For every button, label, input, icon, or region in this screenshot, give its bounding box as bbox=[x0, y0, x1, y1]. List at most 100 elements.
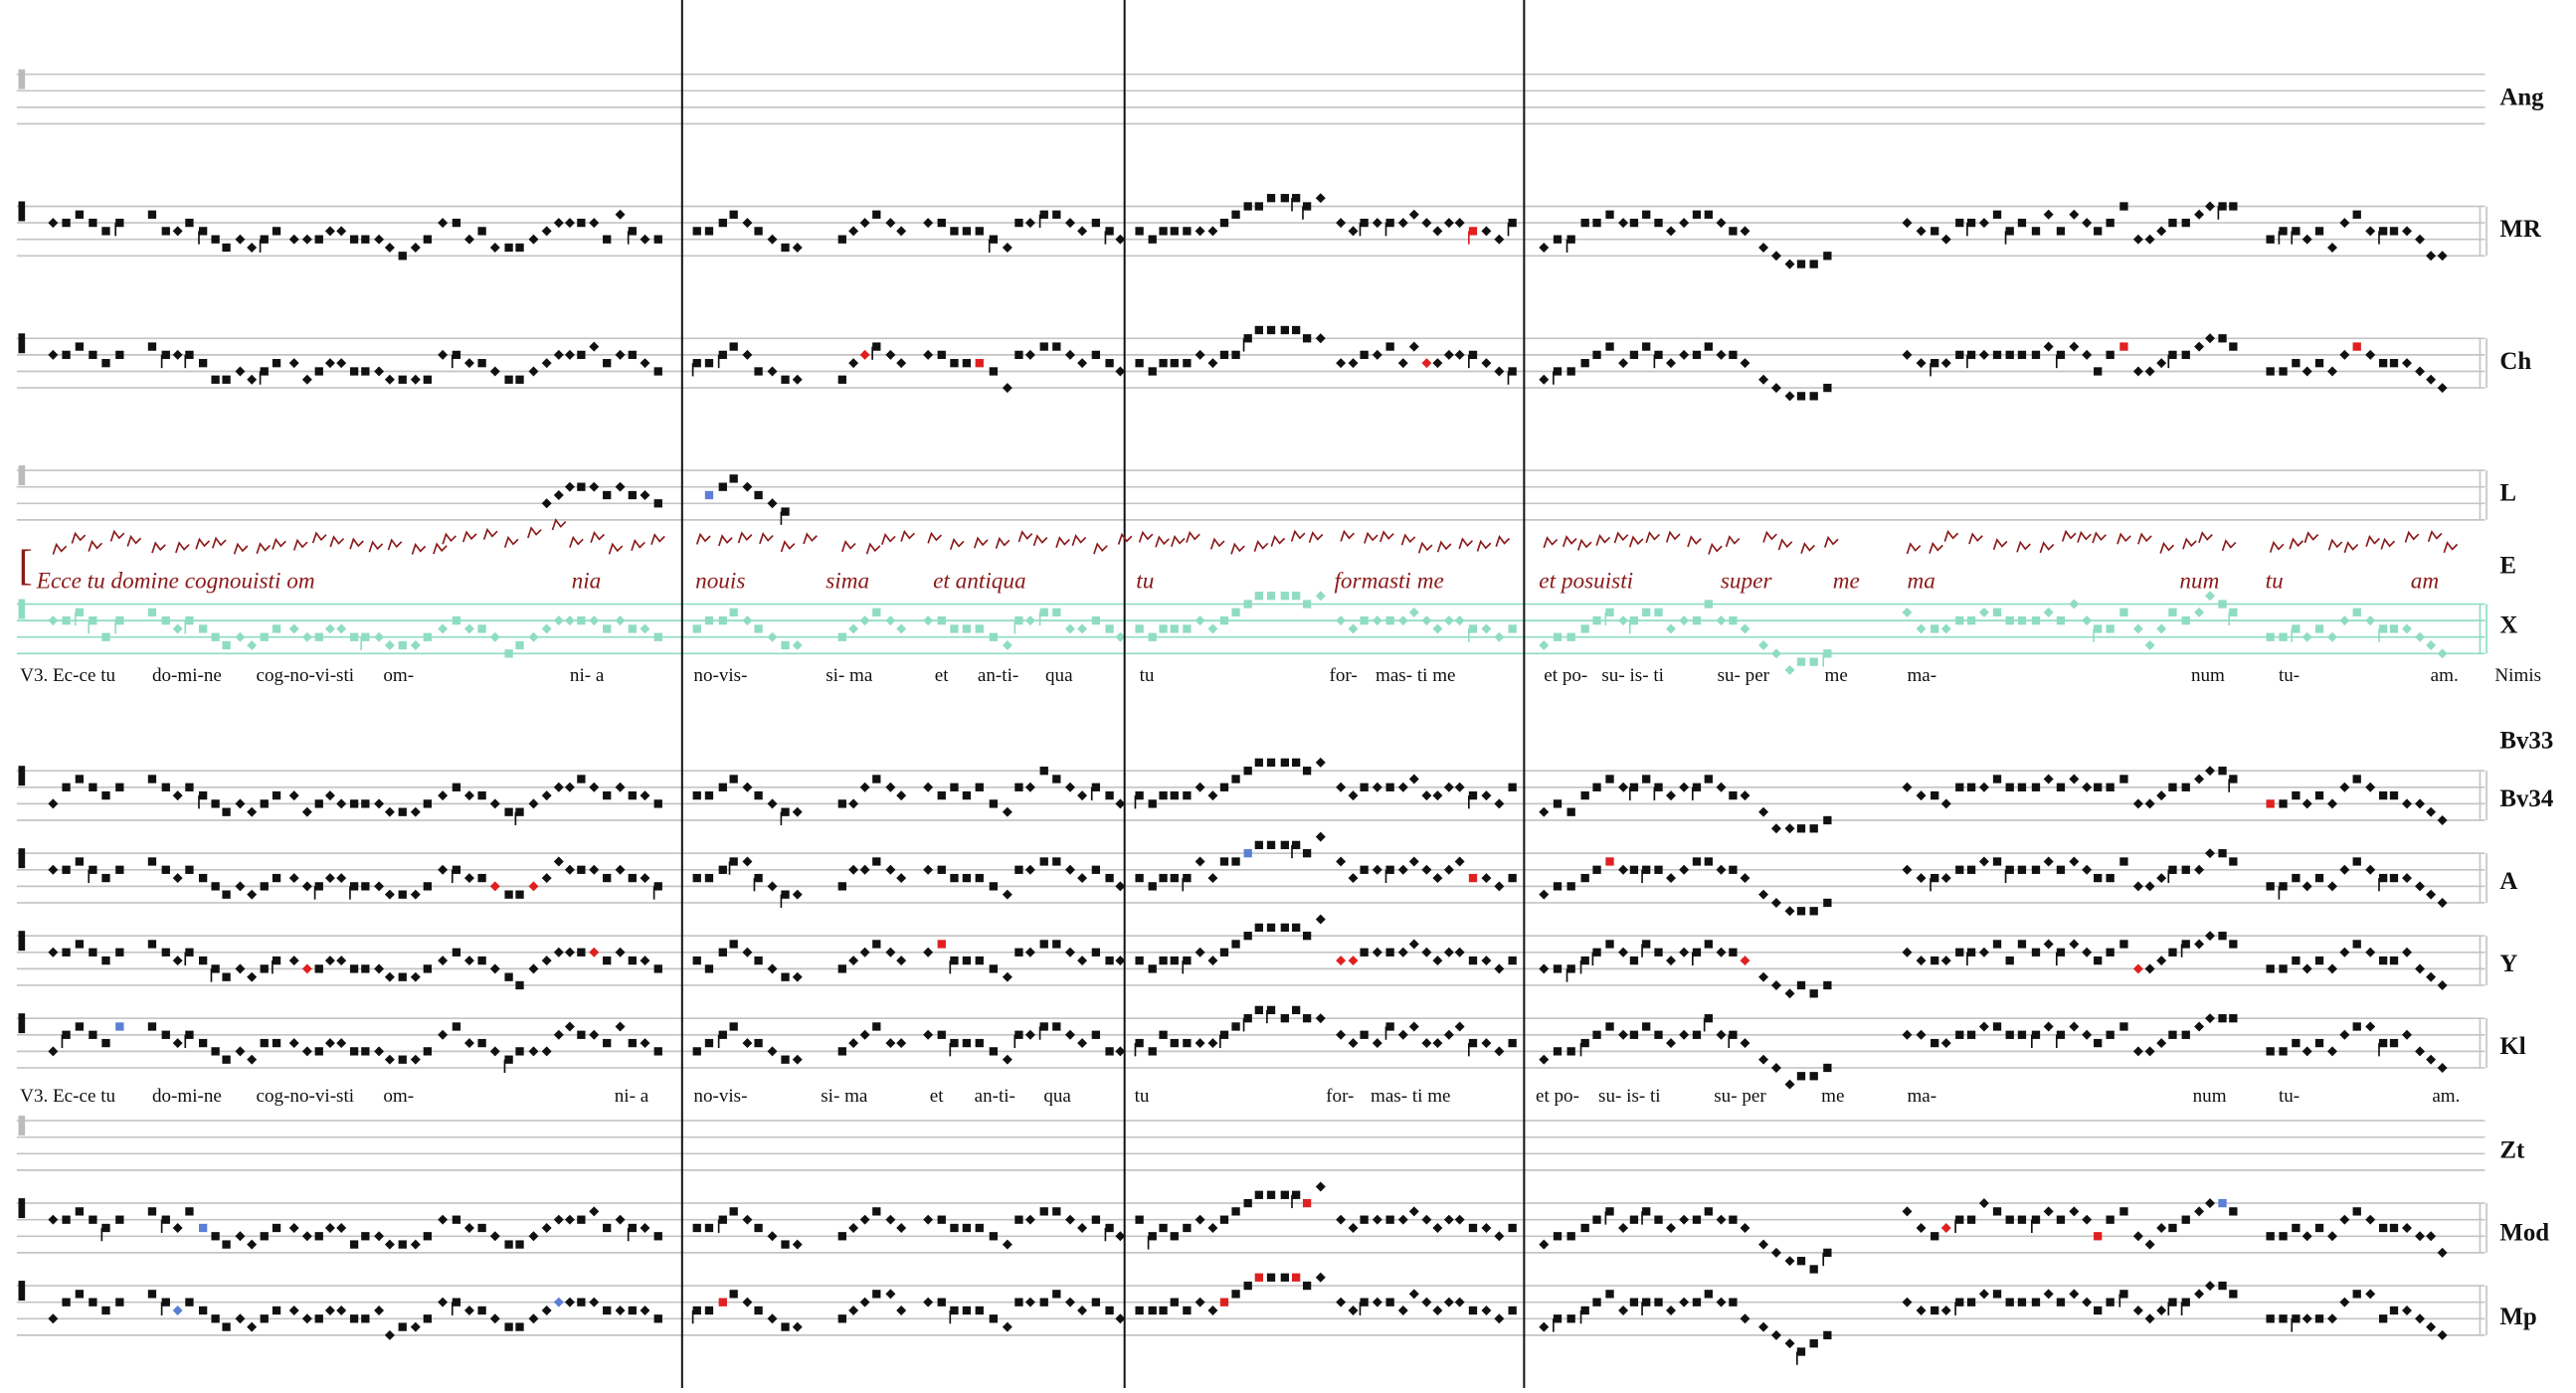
neume bbox=[235, 1313, 246, 1324]
lyric: si- ma bbox=[826, 665, 873, 686]
neume bbox=[361, 367, 370, 376]
neume bbox=[848, 864, 859, 875]
neume bbox=[1692, 1030, 1702, 1039]
neume bbox=[1481, 873, 1492, 884]
manuscript-neume bbox=[1824, 535, 1839, 548]
neume bbox=[718, 218, 727, 228]
neume bbox=[1148, 632, 1157, 641]
neume bbox=[2031, 948, 2041, 957]
neume bbox=[2043, 774, 2054, 784]
neume bbox=[1385, 615, 1394, 625]
neume bbox=[1348, 1038, 1359, 1049]
neume bbox=[950, 956, 959, 965]
neume bbox=[1566, 235, 1575, 244]
manuscript-neume bbox=[151, 541, 166, 554]
neume bbox=[781, 1240, 790, 1249]
neume bbox=[2218, 1198, 2227, 1208]
clef bbox=[18, 465, 26, 486]
neume bbox=[1207, 873, 1218, 884]
neume bbox=[962, 873, 972, 883]
neume bbox=[1002, 971, 1012, 982]
neume bbox=[1052, 775, 1061, 784]
neume bbox=[2339, 864, 2350, 875]
neume bbox=[2426, 971, 2437, 982]
neume bbox=[541, 1046, 552, 1057]
neume bbox=[438, 1297, 449, 1307]
neume bbox=[754, 1038, 763, 1048]
neume bbox=[640, 790, 650, 801]
neume bbox=[1065, 1297, 1075, 1307]
neume bbox=[349, 367, 359, 376]
neume bbox=[1758, 971, 1769, 982]
neume bbox=[1992, 1207, 2002, 1216]
neume bbox=[336, 956, 347, 966]
neume bbox=[1508, 624, 1517, 633]
neume bbox=[1159, 873, 1168, 883]
neume bbox=[989, 1047, 998, 1056]
neume bbox=[1729, 1030, 1738, 1039]
neume bbox=[962, 790, 972, 800]
neume bbox=[1481, 790, 1492, 801]
neume bbox=[837, 1232, 846, 1241]
neume bbox=[754, 1223, 763, 1233]
neume bbox=[754, 1306, 763, 1315]
neume bbox=[1770, 383, 1781, 394]
neume bbox=[1618, 782, 1629, 792]
neume bbox=[950, 873, 959, 883]
neume bbox=[896, 358, 907, 369]
neume bbox=[872, 1207, 881, 1216]
neume bbox=[1432, 1306, 1443, 1315]
neume bbox=[247, 374, 258, 385]
neume bbox=[2365, 947, 2376, 958]
neume bbox=[1692, 1298, 1702, 1306]
neume bbox=[1348, 1223, 1359, 1233]
neume bbox=[1454, 1297, 1465, 1307]
neume bbox=[577, 350, 586, 360]
neume bbox=[859, 864, 870, 875]
neume bbox=[2144, 234, 2155, 245]
neume bbox=[2437, 815, 2448, 825]
neume bbox=[1916, 358, 1927, 369]
neume bbox=[885, 864, 896, 875]
neume bbox=[1024, 349, 1035, 360]
neume bbox=[384, 243, 395, 253]
neume bbox=[272, 790, 281, 800]
neume bbox=[1159, 790, 1168, 800]
neume bbox=[2266, 367, 2275, 376]
neume bbox=[1618, 1029, 1629, 1040]
neume bbox=[2279, 964, 2288, 973]
neume bbox=[161, 350, 170, 360]
neume bbox=[2094, 367, 2103, 376]
neume bbox=[1629, 1215, 1639, 1224]
neume bbox=[577, 865, 586, 874]
neume bbox=[2437, 251, 2448, 261]
neume bbox=[2292, 359, 2300, 368]
neume bbox=[603, 1306, 612, 1315]
neume bbox=[1468, 956, 1478, 965]
neume bbox=[692, 1306, 701, 1315]
neume bbox=[438, 218, 449, 229]
neume bbox=[729, 1290, 738, 1299]
neume bbox=[2144, 881, 2155, 892]
neume bbox=[423, 1047, 432, 1056]
neume bbox=[89, 865, 97, 874]
neume bbox=[1014, 1298, 1023, 1306]
neume bbox=[247, 1321, 258, 1332]
neume bbox=[1940, 873, 1951, 884]
neume bbox=[1170, 1232, 1179, 1241]
neume bbox=[260, 799, 269, 808]
lyric: cog-no-vi-sti bbox=[257, 1086, 355, 1107]
neume bbox=[185, 783, 194, 791]
neume bbox=[2181, 940, 2190, 949]
neume bbox=[515, 980, 524, 990]
neume bbox=[2327, 366, 2337, 377]
neume bbox=[1740, 1038, 1750, 1049]
neume bbox=[1195, 1297, 1205, 1307]
neume bbox=[1397, 218, 1408, 229]
neume bbox=[1481, 226, 1492, 237]
neume bbox=[923, 615, 934, 626]
neume bbox=[1065, 864, 1075, 875]
neume bbox=[1014, 948, 1023, 957]
neume bbox=[336, 798, 347, 809]
neume bbox=[1784, 1256, 1795, 1267]
